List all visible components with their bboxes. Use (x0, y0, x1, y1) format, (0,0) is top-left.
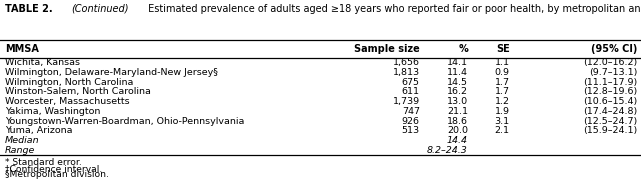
Text: 13.0: 13.0 (447, 97, 468, 106)
Text: (12.5–24.7): (12.5–24.7) (583, 117, 638, 126)
Text: 1.9: 1.9 (495, 107, 510, 116)
Text: 1.1: 1.1 (495, 58, 510, 67)
Text: (17.4–24.8): (17.4–24.8) (583, 107, 638, 116)
Text: 8.2–24.3: 8.2–24.3 (427, 146, 468, 155)
Text: 14.4: 14.4 (447, 136, 468, 145)
Text: 926: 926 (402, 117, 420, 126)
Text: Youngstown-Warren-Boardman, Ohio-Pennsylvania: Youngstown-Warren-Boardman, Ohio-Pennsyl… (5, 117, 244, 126)
Text: 513: 513 (402, 126, 420, 135)
Text: %: % (458, 44, 468, 54)
Text: (Continued): (Continued) (71, 4, 128, 14)
Text: 1.2: 1.2 (495, 97, 510, 106)
Text: Estimated prevalence of adults aged ≥18 years who reported fair or poor health, : Estimated prevalence of adults aged ≥18 … (145, 4, 641, 14)
Text: (11.1–17.9): (11.1–17.9) (583, 78, 638, 86)
Text: TABLE 2.: TABLE 2. (5, 4, 56, 14)
Text: MMSA: MMSA (5, 44, 39, 54)
Text: 1,656: 1,656 (393, 58, 420, 67)
Text: Winston-Salem, North Carolina: Winston-Salem, North Carolina (5, 87, 151, 96)
Text: 2.1: 2.1 (495, 126, 510, 135)
Text: 21.1: 21.1 (447, 107, 468, 116)
Text: 0.9: 0.9 (495, 68, 510, 77)
Text: 14.1: 14.1 (447, 58, 468, 67)
Text: SE: SE (496, 44, 510, 54)
Text: Wilmington, Delaware-Maryland-New Jersey§: Wilmington, Delaware-Maryland-New Jersey… (5, 68, 218, 77)
Text: 1,739: 1,739 (393, 97, 420, 106)
Text: Worcester, Massachusetts: Worcester, Massachusetts (5, 97, 129, 106)
Text: Sample size: Sample size (354, 44, 420, 54)
Text: (12.8–19.6): (12.8–19.6) (583, 87, 638, 96)
Text: 611: 611 (402, 87, 420, 96)
Text: (95% CI): (95% CI) (592, 44, 638, 54)
Text: (9.7–13.1): (9.7–13.1) (590, 68, 638, 77)
Text: 1,813: 1,813 (393, 68, 420, 77)
Text: (12.0–16.2): (12.0–16.2) (583, 58, 638, 67)
Text: Median: Median (5, 136, 40, 145)
Text: §Metropolitan division.: §Metropolitan division. (5, 170, 109, 179)
Text: Yuma, Arizona: Yuma, Arizona (5, 126, 72, 135)
Text: 3.1: 3.1 (494, 117, 510, 126)
Text: 18.6: 18.6 (447, 117, 468, 126)
Text: Range: Range (5, 146, 35, 155)
Text: 675: 675 (402, 78, 420, 86)
Text: †Confidence interval.: †Confidence interval. (5, 164, 103, 173)
Text: * Standard error.: * Standard error. (5, 158, 82, 168)
Text: 11.4: 11.4 (447, 68, 468, 77)
Text: 1.7: 1.7 (495, 87, 510, 96)
Text: 20.0: 20.0 (447, 126, 468, 135)
Text: Wichita, Kansas: Wichita, Kansas (5, 58, 80, 67)
Text: Wilmington, North Carolina: Wilmington, North Carolina (5, 78, 133, 86)
Text: (10.6–15.4): (10.6–15.4) (583, 97, 638, 106)
Text: Yakima, Washington: Yakima, Washington (5, 107, 101, 116)
Text: 16.2: 16.2 (447, 87, 468, 96)
Text: 1.7: 1.7 (495, 78, 510, 86)
Text: 14.5: 14.5 (447, 78, 468, 86)
Text: 747: 747 (402, 107, 420, 116)
Text: (15.9–24.1): (15.9–24.1) (583, 126, 638, 135)
